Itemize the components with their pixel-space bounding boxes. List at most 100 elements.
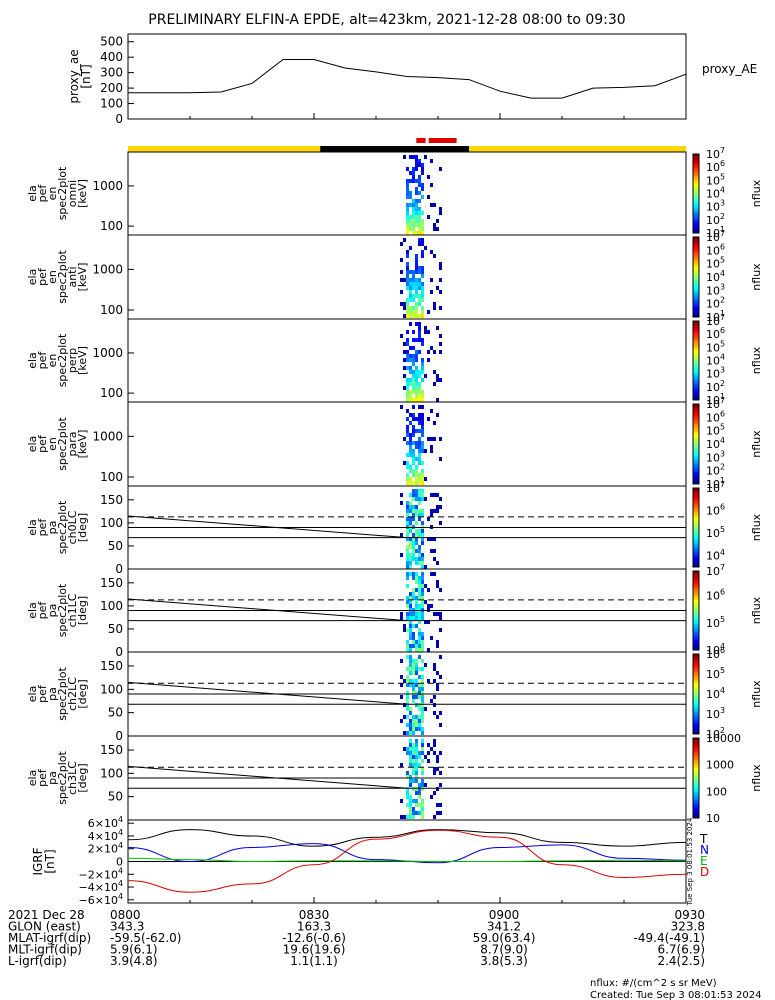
- spectrogram-cell: [433, 537, 436, 541]
- spectrogram-cell: [421, 242, 424, 246]
- spectrogram-cell: [412, 644, 415, 648]
- colorbar-tick-label: 104: [706, 686, 725, 701]
- spectrogram-cell: [418, 489, 421, 493]
- colorbar-tick-label: 101: [706, 225, 725, 240]
- spectrogram-cell: [409, 191, 412, 195]
- colorbar-tick-label: 107: [706, 396, 725, 411]
- colorbar-cell: [693, 772, 699, 775]
- spectrogram-cell: [412, 417, 415, 421]
- colorbar-cell: [693, 594, 699, 598]
- panel-ylabel: pa: [46, 771, 59, 785]
- colorbar-cell: [693, 702, 699, 705]
- spectrogram-cell: [412, 541, 415, 545]
- colorbar-tick-label: 104: [706, 436, 725, 451]
- igrf-ylabel: IGRF: [31, 847, 45, 875]
- spectrogram-cell: [421, 675, 424, 679]
- colorbar-cell: [693, 620, 699, 623]
- colorbar-cell: [693, 277, 699, 280]
- spectrogram-cell: [406, 223, 409, 227]
- colorbar-cell: [693, 640, 699, 643]
- spectrogram-cell: [412, 517, 415, 521]
- spectrogram-cell: [406, 358, 409, 362]
- spectrogram-cell: [418, 648, 421, 652]
- spectrogram-cell: [415, 719, 418, 723]
- spectrogram-cell: [421, 219, 424, 223]
- colorbar-cell: [693, 529, 699, 532]
- colorbar-cell: [693, 207, 699, 210]
- colorbar-cell: [693, 261, 699, 264]
- spectrogram-cell: [409, 553, 412, 557]
- colorbar-cell: [693, 700, 699, 703]
- panel-ylabel: [deg]: [76, 596, 89, 625]
- colorbar-cell: [693, 155, 699, 159]
- spectrogram-cell: [412, 533, 415, 537]
- spectrogram-cell: [421, 596, 424, 600]
- spectrogram-cell: [412, 413, 415, 417]
- spectrogram-cell: [409, 667, 412, 671]
- colorbar-cell: [693, 480, 699, 483]
- spectrogram-cell: [427, 620, 430, 624]
- spectrogram-cell: [439, 521, 442, 525]
- spectrogram-cell: [406, 628, 409, 632]
- spectrogram-cell: [415, 386, 418, 390]
- colorbar-cell: [693, 448, 699, 451]
- spectrogram-cell: [427, 604, 430, 608]
- spectrogram-cell: [421, 783, 424, 787]
- colorbar-cell: [693, 804, 699, 807]
- spectrogram-cell: [406, 354, 409, 358]
- colorbar-cell: [693, 724, 699, 727]
- spectrogram-cell: [415, 441, 418, 445]
- spectrogram-cell: [406, 203, 409, 207]
- panel-ylabel: pef: [36, 434, 49, 453]
- spectrogram-cell: [421, 811, 424, 815]
- spectrogram-cell: [421, 751, 424, 755]
- spectrogram-cell: [403, 679, 406, 683]
- spectrogram-cell: [412, 636, 415, 640]
- colorbar-cell: [693, 688, 699, 691]
- spectrogram-cell: [409, 378, 412, 382]
- spectrogram-cell: [412, 771, 415, 775]
- spectrogram-cell: [409, 433, 412, 437]
- colorbar-cell: [693, 259, 699, 262]
- spectrogram-cell: [409, 354, 412, 358]
- orbit-row-label: MLAT-igrf(dip): [8, 931, 91, 945]
- spectrogram-cell: [409, 322, 412, 326]
- spectrogram-cell: [418, 370, 421, 374]
- colorbar-cell: [693, 666, 699, 669]
- proxy-ae-line: [128, 59, 687, 99]
- panel-ylabel: perp: [66, 348, 79, 373]
- spectrogram-cell: [415, 521, 418, 525]
- spectrogram-cell: [412, 270, 415, 274]
- spectrogram-cell: [418, 576, 421, 580]
- spectrogram-panel-anti: 1001000elapefenspec2plotanti[keV]1011021…: [26, 229, 763, 324]
- spectrogram-cell: [409, 278, 412, 282]
- spectrogram-cell: [415, 755, 418, 759]
- spectrogram-cell: [406, 417, 409, 421]
- spectrogram-cell: [409, 290, 412, 294]
- science-marker: [428, 138, 457, 143]
- spectrogram-cell: [418, 592, 421, 596]
- spectrogram-cell: [409, 783, 412, 787]
- spectrogram-cell: [412, 175, 415, 179]
- spectrogram-cell: [409, 612, 412, 616]
- spectrogram-cell: [430, 183, 433, 187]
- spectrogram-cell: [406, 648, 409, 652]
- spectrogram-cell: [421, 529, 424, 533]
- spectrogram-cell: [421, 779, 424, 783]
- colorbar-cell: [693, 614, 699, 617]
- spectrogram-cell: [433, 203, 436, 207]
- spectrogram-cell: [421, 815, 424, 819]
- spectrogram-cell: [418, 390, 421, 394]
- orbit-row-value: 323.8: [671, 920, 705, 934]
- spectrogram-cell: [430, 747, 433, 751]
- spectrogram-cell: [415, 354, 418, 358]
- spectrogram-cell: [421, 588, 424, 592]
- spectrogram-cell: [406, 584, 409, 588]
- spectrogram-cell: [418, 175, 421, 179]
- spectrogram-cell: [415, 497, 418, 501]
- spectrogram-cell: [433, 254, 436, 258]
- spectrogram-cell: [406, 529, 409, 533]
- spectrogram-cell: [421, 481, 424, 485]
- proxy-ae-ylabel: [nT]: [79, 64, 93, 88]
- spectrogram-cell: [418, 803, 421, 807]
